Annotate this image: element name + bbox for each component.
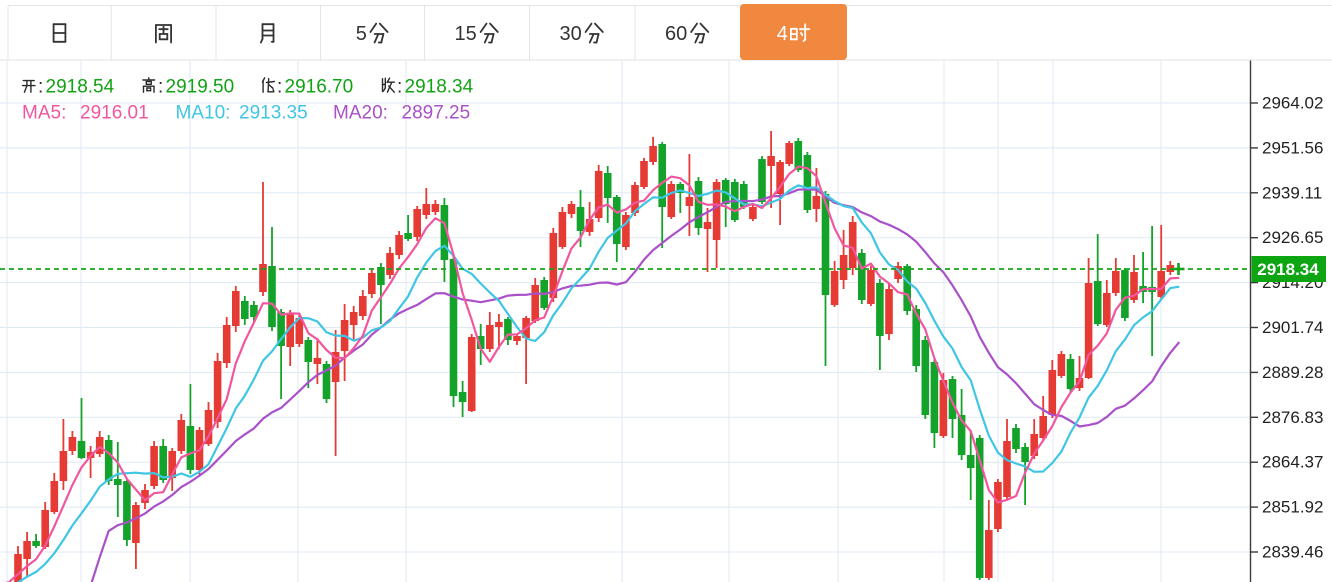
svg-text:15: 15: [455, 23, 477, 45]
svg-text:2851.92: 2851.92: [1262, 498, 1323, 517]
svg-text::: :: [38, 77, 43, 98]
svg-text:2916.70: 2916.70: [285, 77, 354, 98]
svg-text:60: 60: [665, 23, 687, 45]
svg-text::: :: [397, 77, 402, 98]
svg-text::: :: [277, 77, 282, 98]
svg-text:2839.46: 2839.46: [1262, 543, 1323, 562]
svg-text:2916.01: 2916.01: [80, 103, 149, 124]
svg-text:2901.74: 2901.74: [1262, 318, 1323, 337]
svg-text:30: 30: [560, 23, 582, 45]
svg-text:2876.83: 2876.83: [1262, 408, 1323, 427]
svg-text:MA20:: MA20:: [333, 103, 388, 124]
svg-text:2926.65: 2926.65: [1262, 228, 1323, 247]
svg-text:MA5:: MA5:: [22, 103, 66, 124]
svg-text:2918.54: 2918.54: [46, 77, 115, 98]
svg-text:4: 4: [777, 23, 788, 45]
svg-text:2864.37: 2864.37: [1262, 453, 1323, 472]
svg-text:2918.34: 2918.34: [1257, 260, 1319, 279]
svg-text:2889.28: 2889.28: [1262, 363, 1323, 382]
svg-text:2913.35: 2913.35: [239, 103, 308, 124]
svg-text:5: 5: [356, 23, 367, 45]
svg-text:MA10:: MA10:: [176, 103, 231, 124]
svg-text:2919.50: 2919.50: [166, 77, 235, 98]
svg-text:2939.11: 2939.11: [1262, 183, 1322, 202]
svg-text:2951.56: 2951.56: [1262, 138, 1323, 157]
svg-text:2964.02: 2964.02: [1262, 94, 1323, 113]
svg-text:2918.34: 2918.34: [405, 77, 474, 98]
svg-text:2897.25: 2897.25: [402, 103, 471, 124]
svg-text::: :: [158, 77, 163, 98]
